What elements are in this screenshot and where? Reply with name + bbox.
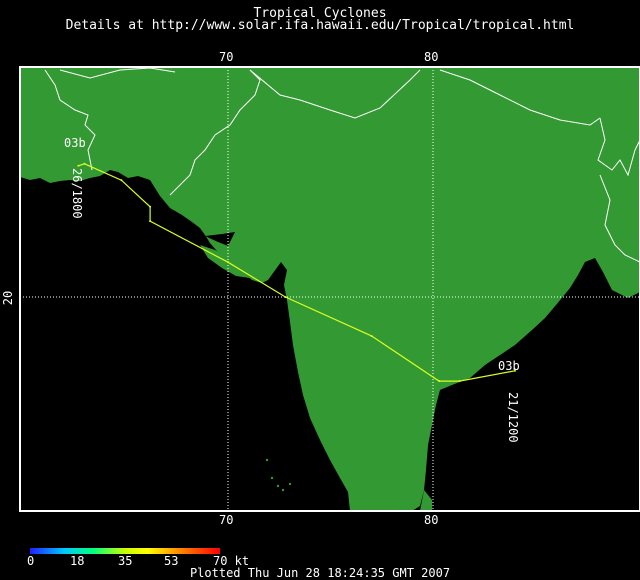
- graticule: [20, 67, 640, 511]
- sri-lanka-land: [420, 490, 432, 511]
- plot-timestamp: Plotted Thu Jun 28 18:24:35 GMT 2007: [189, 566, 451, 580]
- island: [288, 482, 292, 486]
- track-point: [458, 380, 461, 383]
- border-bangladesh: [597, 117, 640, 177]
- track-point: [514, 369, 516, 372]
- track-point: [284, 296, 287, 298]
- colorbar-label-18: 18: [70, 554, 85, 568]
- lon-tick-top-70: 70: [219, 50, 234, 64]
- island: [270, 476, 274, 480]
- colorbar-label-35: 35: [118, 554, 133, 568]
- border-east: [599, 174, 640, 263]
- subcontinent-land: [20, 67, 640, 511]
- track-point: [120, 179, 123, 182]
- map-frame: [19, 66, 640, 512]
- track-point: [438, 380, 441, 383]
- kathiawar-land: [200, 245, 250, 278]
- lon-tick-bottom-70: 70: [219, 513, 234, 527]
- border-nepal: [439, 69, 601, 126]
- storm-name-start: 03b: [498, 359, 520, 373]
- track-points: [77, 162, 516, 383]
- track-point: [227, 261, 229, 264]
- track-point: [149, 220, 152, 223]
- storm-time-end: 26/1800: [70, 168, 84, 219]
- border-china-india: [249, 69, 421, 119]
- island: [281, 488, 285, 492]
- colorbar-label-70: 70 kt: [213, 554, 250, 568]
- border-pakistan-india: [169, 69, 261, 196]
- colorbar-label-0: 0: [27, 554, 35, 568]
- track-point: [149, 205, 152, 208]
- page-title: Tropical Cyclones: [253, 6, 387, 21]
- track-point: [77, 164, 80, 167]
- storm-name-end: 03b: [64, 136, 86, 150]
- island: [276, 484, 280, 488]
- political-borders: [44, 67, 640, 263]
- track-point: [370, 334, 373, 337]
- intensity-colorbar: [30, 548, 220, 554]
- storm-time-start: 21/1200: [506, 392, 520, 443]
- border-pakistan-afghanistan: [59, 67, 176, 79]
- border-iran-pakistan: [44, 69, 96, 171]
- lon-tick-bottom-80: 80: [424, 513, 439, 527]
- colorbar-label-53: 53: [164, 554, 179, 568]
- island: [265, 458, 269, 462]
- page-subtitle: Details at http://www.solar.ifa.hawaii.e…: [65, 18, 575, 33]
- lon-tick-top-80: 80: [424, 50, 439, 64]
- track-point: [83, 162, 86, 165]
